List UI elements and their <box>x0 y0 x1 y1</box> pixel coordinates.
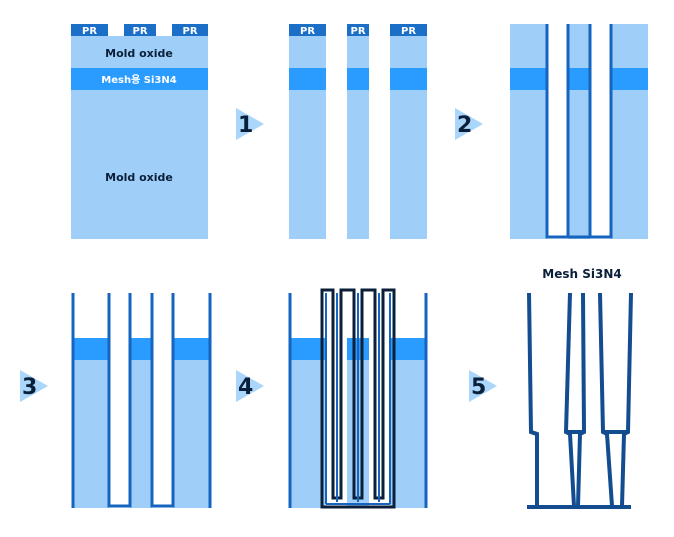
liner-path <box>71 293 212 508</box>
dark-trench-liner <box>320 288 396 509</box>
panel-etched-pillars: PR PR PR <box>289 24 427 239</box>
pr-block-3 <box>390 24 427 36</box>
step-arrow-2: 2 <box>455 108 483 140</box>
pillar-left <box>289 36 326 239</box>
step-arrow-3: 3 <box>20 370 48 402</box>
final-title: Mesh Si3N4 <box>542 267 621 281</box>
mesh-segment <box>347 68 369 90</box>
pr-label: PR <box>182 26 197 37</box>
oxide-middle <box>130 338 152 508</box>
step-number: 5 <box>471 375 486 400</box>
liner-path <box>545 24 613 239</box>
panel-pillars-removed <box>71 293 212 508</box>
oxide-right <box>173 338 210 508</box>
mesh-segment <box>390 68 427 90</box>
step-number: 4 <box>238 375 253 400</box>
oxide-left <box>289 338 326 508</box>
mold-oxide-top-label: Mold oxide <box>105 47 173 60</box>
mesh-layer-label: Mesh용 Si3N4 <box>101 74 176 86</box>
step-number: 2 <box>457 113 472 138</box>
arrow-shape <box>236 108 264 140</box>
mesh-segment <box>390 338 427 360</box>
pr-block-2 <box>124 24 156 36</box>
pr-label: PR <box>82 26 97 37</box>
pillar-middle <box>347 36 369 239</box>
pr-block-2 <box>347 24 369 36</box>
mesh-segment <box>510 68 547 90</box>
mesh-segment <box>289 68 326 90</box>
arrow-shape <box>469 370 497 402</box>
pr-label: PR <box>350 26 365 37</box>
oxide-right <box>390 338 427 508</box>
mesh-si3n4-layer <box>71 68 208 90</box>
panel-conformal-liner <box>510 24 648 239</box>
arrow-shape <box>236 370 264 402</box>
step-arrow-4: 4 <box>236 370 264 402</box>
mesh-pillar-1 <box>527 292 539 506</box>
mesh-segment <box>568 68 590 90</box>
pr-label: PR <box>300 26 315 37</box>
arrow-shape <box>20 370 48 402</box>
pr-block-1 <box>289 24 326 36</box>
mesh-pillar-2 <box>563 292 576 507</box>
mesh-segment <box>173 338 210 360</box>
oxide-left <box>72 338 109 508</box>
step-number: 1 <box>238 113 253 138</box>
mesh-rung-1 <box>530 430 538 436</box>
mesh-segment <box>130 338 152 360</box>
pr-label: PR <box>132 26 147 37</box>
mesh-pillar-4 <box>598 292 614 507</box>
panel-second-liner <box>288 288 428 509</box>
arrow-shape <box>455 108 483 140</box>
pr-label: PR <box>401 26 416 37</box>
oxide-right <box>611 24 648 239</box>
mesh-pillar-5 <box>620 292 633 507</box>
mesh-segment <box>289 338 326 360</box>
mold-oxide-bottom-label: Mold oxide <box>105 171 173 184</box>
oxide-middle <box>568 24 590 239</box>
blue-trench-liner <box>325 293 391 505</box>
pr-block-3 <box>172 24 208 36</box>
pillar-right <box>390 36 427 239</box>
mesh-pillar-3 <box>576 292 587 507</box>
mesh-segment <box>611 68 648 90</box>
outer-liner-path <box>288 293 428 508</box>
pr-block-1 <box>71 24 108 36</box>
step-number: 3 <box>22 375 37 400</box>
panel-initial-stack: PR PR PR Mold oxide Mesh용 Si3N4 Mold oxi… <box>71 24 208 239</box>
oxide-left <box>510 24 547 239</box>
mold-oxide-block <box>71 36 208 239</box>
panel-final-mesh: Mesh Si3N4 <box>527 267 633 509</box>
mesh-segment <box>72 338 109 360</box>
step-arrow-5: 5 <box>469 370 497 402</box>
step-arrow-1: 1 <box>236 108 264 140</box>
